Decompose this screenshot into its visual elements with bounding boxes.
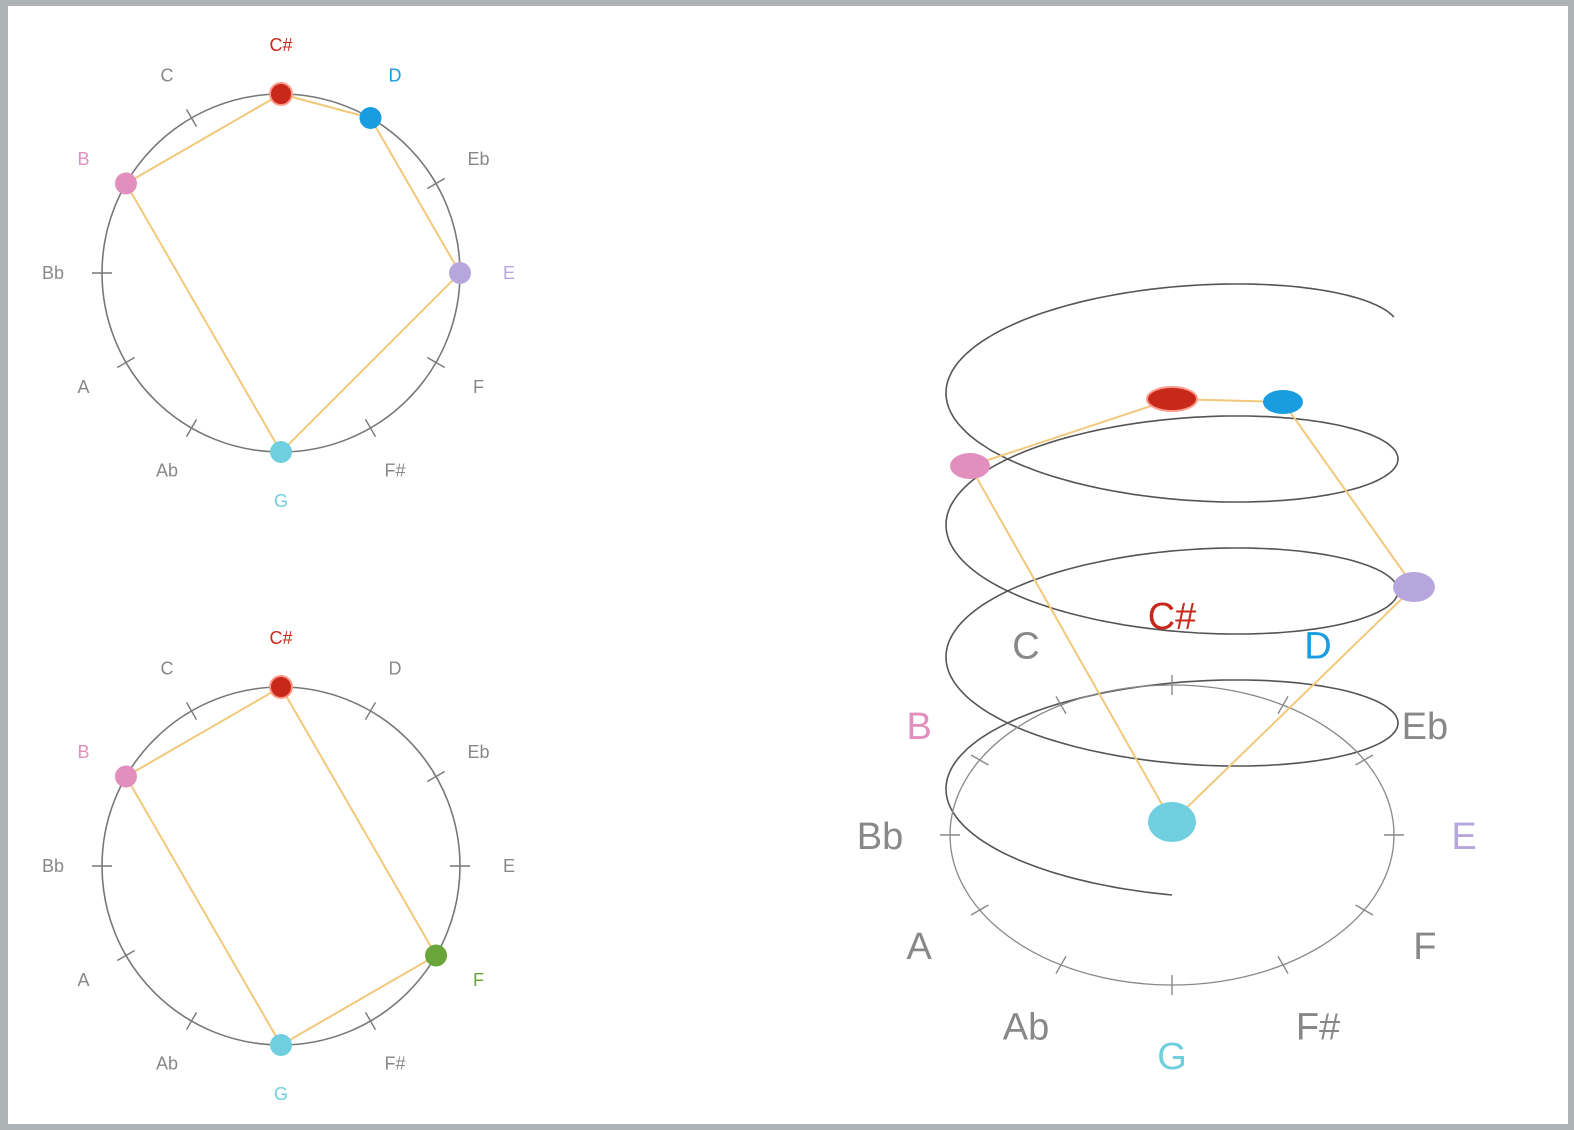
tick-f-sharp [364,419,377,438]
note-dot-f [425,944,448,967]
label-eb: Eb [467,149,489,169]
tick-f-sharp [364,1012,377,1031]
tick-eb [427,770,446,783]
tick-a [116,356,135,369]
tick-ab [185,1012,198,1031]
helix-label-a: A [906,926,932,968]
helix-label-bb: Bb [857,816,903,858]
tick-ab [185,419,198,438]
pitch-circle [101,93,461,453]
helix-note-dot-g [1148,802,1196,842]
helix-label-eb: Eb [1402,706,1448,748]
label-c: C [161,66,174,86]
label-ab: Ab [156,1053,178,1073]
tick-c [185,701,198,720]
note-dot-c-sharp [269,82,293,106]
helix-label-d: D [1304,625,1331,667]
label-bb: Bb [42,856,64,876]
label-c-sharp: C# [269,628,292,648]
label-f: F [473,970,484,990]
label-f-sharp: F# [384,1053,405,1073]
note-dot-b [114,172,137,195]
note-dot-d [359,106,382,129]
label-b: B [78,149,90,169]
pitch-circle [101,686,461,1046]
helix-label-b: B [906,706,931,748]
label-eb: Eb [467,742,489,762]
helix-tick-eb [1355,754,1374,766]
label-a: A [78,970,90,990]
helix-tick-d [1277,696,1289,715]
note-dot-c-sharp [269,675,293,699]
helix-label-c: C [1012,625,1039,667]
helix-tick-f [1355,904,1374,916]
helix-curve [945,283,1399,896]
chord-polygon [124,92,462,454]
label-c-sharp: C# [269,35,292,55]
label-ab: Ab [156,460,178,480]
label-d: D [389,659,402,679]
helix-note-dot-b [950,453,990,479]
bottom-left-pitch-circle: C C# D Eb E F F# G Ab A Bb B [42,628,515,1104]
label-f: F [473,377,484,397]
chord-polygon [124,685,438,1047]
label-a: A [78,377,90,397]
top-left-pitch-circle: C C# D Eb E F F# G Ab A Bb B [42,35,515,511]
helix-label-f: F [1413,926,1436,968]
note-dot-e [449,262,471,284]
note-dot-b [114,765,137,788]
tick-a [116,949,135,962]
label-b: B [78,742,90,762]
helix-label-f-sharp: F# [1296,1007,1340,1049]
helix-label-ab: Ab [1003,1007,1049,1049]
helix-label-c-sharp: C# [1148,596,1197,638]
tick-c [185,108,198,127]
label-c: C [161,659,174,679]
helix-note-dot-e [1393,572,1435,602]
helix-tick-c [1055,696,1067,715]
label-e: E [503,263,515,283]
label-f-sharp: F# [384,460,405,480]
helix-note-dot-c-sharp [1146,386,1198,412]
helix-tick-ab [1055,955,1067,974]
helix: C C# D Eb E F F# G Ab A Bb B [857,283,1477,1078]
helix-tick-b [970,754,989,766]
helix-label-g: G [1157,1036,1187,1078]
tick-d [364,701,377,720]
tick-f [427,356,446,369]
helix-tick-f-sharp [1277,955,1289,974]
pitch-class-diagram: C C# D Eb E F F# G Ab A Bb B C C# D Eb E F F# G Ab A Bb B C C# D Eb… [42,35,1477,1104]
label-e: E [503,856,515,876]
tick-eb [427,177,446,190]
label-d: D [389,66,402,86]
helix-note-dot-d [1263,390,1303,414]
note-dot-g [270,441,292,463]
note-dot-g [270,1034,292,1056]
helix-label-e: E [1451,816,1476,858]
label-g: G [274,491,288,511]
label-g: G [274,1084,288,1104]
label-bb: Bb [42,263,64,283]
helix-tick-a [970,904,989,916]
diagram-canvas: C C# D Eb E F F# G Ab A Bb B C C# D Eb E F F# G Ab A Bb B C C# D Eb… [8,6,1568,1124]
